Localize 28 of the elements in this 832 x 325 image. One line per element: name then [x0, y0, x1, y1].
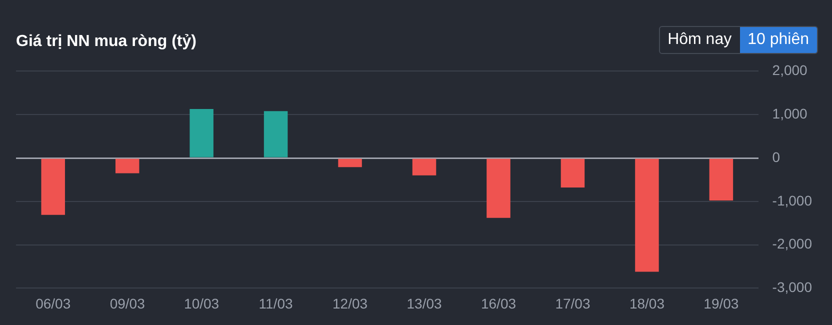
- y-tick-label: -3,000: [772, 279, 812, 296]
- x-tick-label: 13/03: [406, 295, 442, 312]
- bar: [486, 158, 510, 218]
- x-tick-label: 19/03: [704, 295, 739, 312]
- x-tick-label: 10/03: [184, 295, 220, 312]
- bar: [190, 108, 214, 158]
- x-tick-label: 12/03: [332, 295, 368, 312]
- x-tick-label: 06/03: [36, 295, 71, 312]
- bar: [338, 158, 362, 168]
- y-tick-label: -2,000: [772, 236, 812, 252]
- x-tick-label: 18/03: [629, 295, 665, 312]
- bar: [560, 158, 585, 188]
- y-tick-label: 0: [772, 148, 780, 165]
- x-tick-label: 17/03: [555, 295, 590, 312]
- bar: [635, 158, 659, 272]
- y-tick-label: 1,000: [772, 105, 808, 122]
- bar: [115, 158, 140, 174]
- bar: [264, 111, 288, 158]
- y-tick-label: 2,000: [772, 62, 808, 78]
- period-toggle: Hôm nay 10 phiên: [658, 26, 818, 54]
- bar: [709, 158, 734, 201]
- x-tick-label: 09/03: [110, 295, 146, 312]
- chart-title: Giá trị NN mua ròng (tỷ): [16, 33, 196, 50]
- bar: [412, 158, 436, 176]
- x-tick-label: 11/03: [258, 295, 294, 312]
- y-tick-label: -1,000: [772, 192, 812, 208]
- bar: [41, 158, 65, 215]
- x-tick-label: 16/03: [480, 295, 516, 312]
